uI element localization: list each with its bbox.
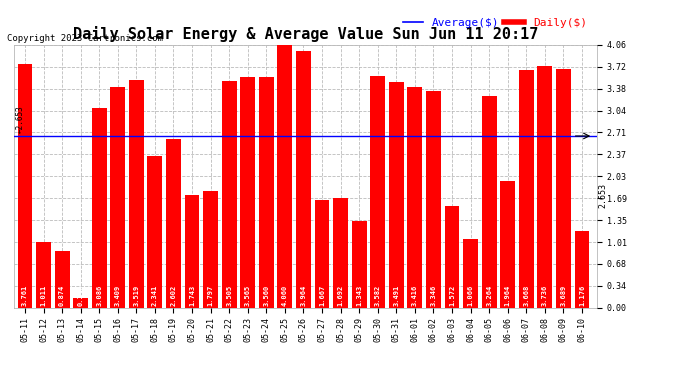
Text: 0.874: 0.874: [59, 285, 65, 306]
Bar: [110, 87, 125, 308]
Bar: [221, 81, 237, 308]
Bar: [426, 91, 441, 308]
Text: 1.572: 1.572: [449, 285, 455, 306]
Bar: [408, 87, 422, 308]
Bar: [185, 195, 199, 308]
Text: 3.491: 3.491: [393, 285, 400, 306]
Bar: [371, 76, 385, 307]
Text: 3.560: 3.560: [264, 285, 269, 306]
Text: 1.667: 1.667: [319, 285, 325, 306]
Text: ←2.653: ←2.653: [16, 106, 25, 134]
Text: 1.743: 1.743: [189, 285, 195, 306]
Bar: [444, 206, 460, 308]
Bar: [73, 298, 88, 307]
Text: 3.519: 3.519: [133, 285, 139, 306]
Bar: [259, 77, 274, 308]
Title: Daily Solar Energy & Average Value Sun Jun 11 20:17: Daily Solar Energy & Average Value Sun J…: [72, 27, 538, 42]
Bar: [352, 220, 366, 308]
Text: 3.582: 3.582: [375, 285, 381, 306]
Bar: [519, 70, 534, 308]
Text: 3.264: 3.264: [486, 285, 492, 306]
Bar: [129, 80, 144, 308]
Bar: [92, 108, 107, 308]
Text: 1.692: 1.692: [337, 285, 344, 306]
Bar: [575, 231, 589, 308]
Bar: [389, 82, 404, 308]
Bar: [482, 96, 497, 308]
Bar: [538, 66, 552, 308]
Text: 1.797: 1.797: [208, 285, 214, 306]
Bar: [148, 156, 162, 308]
Text: 3.668: 3.668: [523, 285, 529, 306]
Bar: [36, 242, 51, 308]
Bar: [556, 69, 571, 308]
Legend: Average($), Daily($): Average($), Daily($): [399, 14, 591, 33]
Bar: [500, 180, 515, 308]
Text: 4.060: 4.060: [282, 285, 288, 306]
Text: 3.346: 3.346: [431, 285, 437, 306]
Text: 3.964: 3.964: [300, 285, 306, 306]
Bar: [17, 64, 32, 308]
Text: 1.011: 1.011: [41, 285, 46, 306]
Bar: [55, 251, 70, 308]
Text: 3.565: 3.565: [245, 285, 250, 306]
Text: 2.602: 2.602: [170, 285, 177, 306]
Text: 1.343: 1.343: [356, 285, 362, 306]
Text: Copyright 2023 Cartronics.com: Copyright 2023 Cartronics.com: [7, 34, 163, 43]
Bar: [203, 191, 218, 308]
Text: 3.505: 3.505: [226, 285, 233, 306]
Text: 1.964: 1.964: [504, 285, 511, 306]
Bar: [333, 198, 348, 308]
Text: 3.736: 3.736: [542, 285, 548, 306]
Text: 3.689: 3.689: [560, 285, 566, 306]
Text: 3.086: 3.086: [96, 285, 102, 306]
Text: 1.066: 1.066: [468, 285, 473, 306]
Text: 2.341: 2.341: [152, 285, 158, 306]
Bar: [463, 238, 478, 308]
Text: 3.416: 3.416: [412, 285, 418, 306]
Bar: [296, 51, 311, 308]
Text: 3.761: 3.761: [22, 285, 28, 306]
Bar: [315, 200, 329, 308]
Text: 2.653: 2.653: [599, 183, 608, 207]
Text: 1.176: 1.176: [579, 285, 585, 306]
Bar: [277, 45, 293, 308]
Text: 3.409: 3.409: [115, 285, 121, 306]
Bar: [166, 139, 181, 308]
Text: 0.147: 0.147: [78, 285, 83, 306]
Bar: [240, 77, 255, 308]
